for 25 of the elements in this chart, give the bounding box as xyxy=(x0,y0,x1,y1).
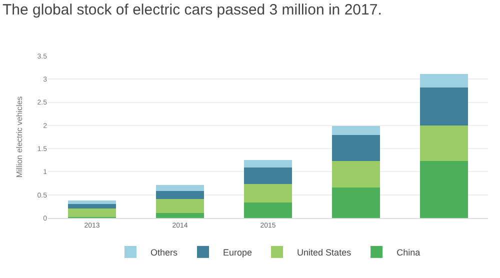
bar xyxy=(420,161,468,218)
chart-title: The global stock of electric cars passed 3 million in 2017. xyxy=(2,2,382,19)
bar xyxy=(420,87,468,126)
bar xyxy=(244,184,292,203)
bar xyxy=(332,161,380,188)
legend-label: Europe xyxy=(223,247,252,258)
y-axis-title: Million electric vehicles xyxy=(15,96,24,178)
bar xyxy=(332,187,380,218)
bar xyxy=(332,126,380,136)
bar xyxy=(244,202,292,218)
bar xyxy=(156,212,204,218)
bar xyxy=(68,204,116,208)
bar xyxy=(420,125,468,162)
bar xyxy=(156,191,204,200)
bar xyxy=(68,208,116,218)
bar xyxy=(420,74,468,88)
bar xyxy=(332,135,380,162)
bar xyxy=(156,185,204,192)
legend-label: United States xyxy=(297,247,352,258)
bar xyxy=(68,200,116,204)
bar xyxy=(244,160,292,168)
bar xyxy=(156,199,204,213)
bar xyxy=(244,168,292,184)
legend-label: China xyxy=(396,247,420,258)
legend-label: Others xyxy=(150,247,178,258)
